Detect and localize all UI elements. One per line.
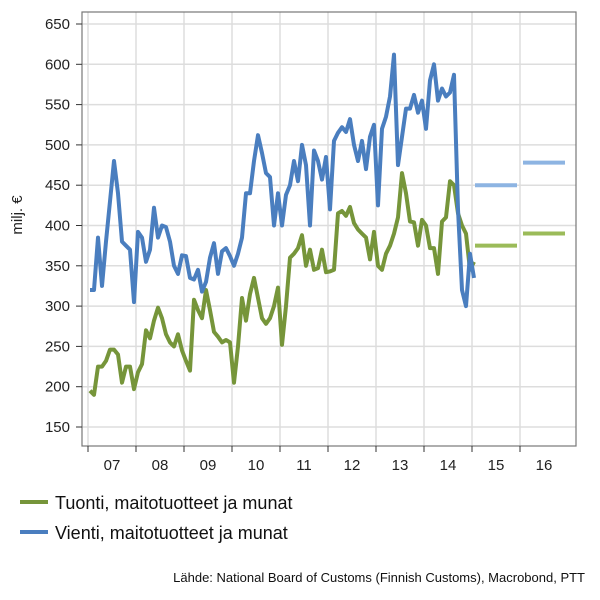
y-tick-label: 550 [45, 97, 70, 114]
x-tick-label: 13 [392, 457, 409, 474]
y-tick-label: 600 [45, 56, 70, 73]
plot-frame [81, 11, 577, 447]
legend: Tuonti, maitotuotteet ja munat Vienti, m… [20, 493, 292, 543]
y-tick-label: 250 [45, 338, 70, 355]
y-tick-label: 500 [45, 137, 70, 154]
y-tick-label: 400 [45, 218, 70, 235]
x-tick-label: 07 [104, 457, 121, 474]
y-tick-label: 150 [45, 419, 70, 436]
source-note: Lähde: National Board of Customs (Finnis… [173, 570, 585, 585]
x-tick-label: 16 [536, 457, 553, 474]
x-tick-label: 09 [200, 457, 217, 474]
legend-label-tuonti: Tuonti, maitotuotteet ja munat [55, 493, 292, 513]
y-axis-label: milj. € [9, 195, 26, 235]
x-tick-label: 15 [488, 457, 505, 474]
x-tick-label: 08 [152, 457, 169, 474]
y-tick-label: 350 [45, 258, 70, 275]
series-line-vienti [90, 52, 476, 309]
series-group [88, 52, 565, 397]
y-tick-label: 200 [45, 379, 70, 396]
y-tick-label: 300 [45, 298, 70, 315]
y-tick-label: 650 [45, 16, 70, 33]
x-tick-label: 10 [248, 457, 265, 474]
x-tick-label: 14 [440, 457, 457, 474]
x-tick-label: 12 [344, 457, 361, 474]
y-tick-label: 450 [45, 177, 70, 194]
legend-label-vienti: Vienti, maitotuotteet ja munat [55, 523, 288, 543]
x-tick-label: 11 [296, 457, 312, 474]
x-axis: 07 08 09 10 11 12 13 14 15 16 [87, 446, 553, 474]
series-line-tuonti [88, 171, 476, 397]
y-axis: 150 200 250 300 350 400 450 500 550 600 650 [45, 16, 82, 436]
